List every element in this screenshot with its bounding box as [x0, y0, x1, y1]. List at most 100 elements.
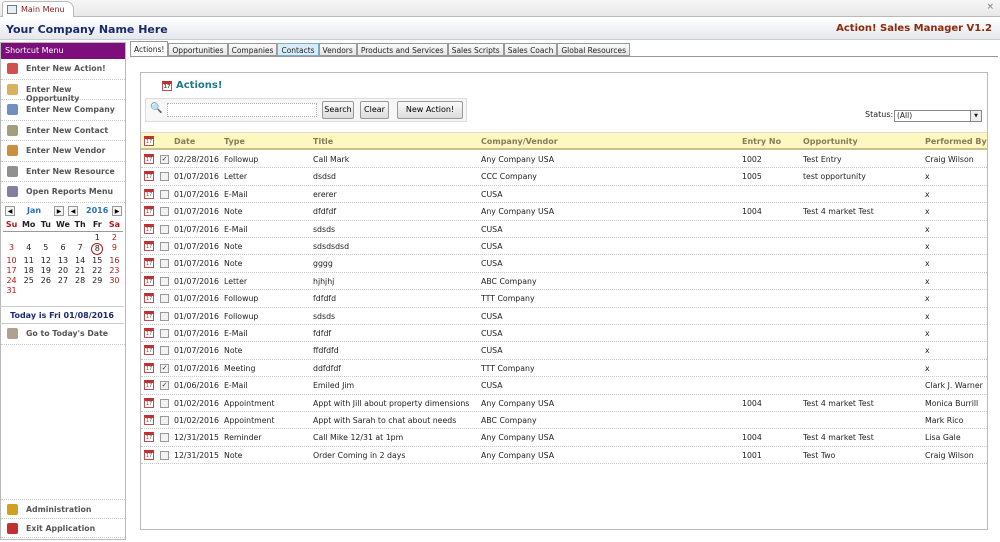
calendar-day[interactable]: 20	[57, 266, 69, 275]
sidebar-item-enter-new-company[interactable]: Enter New Company	[1, 100, 125, 121]
calendar-day[interactable]: 19	[40, 266, 51, 275]
close-icon[interactable]: ×	[986, 2, 994, 12]
calendar-icon[interactable]: 17	[144, 154, 154, 164]
done-checkbox[interactable]	[160, 242, 169, 251]
calendar-icon[interactable]: 17	[144, 449, 154, 460]
calendar-day[interactable]: 25	[23, 276, 34, 285]
calendar-icon[interactable]: 17	[144, 432, 154, 443]
done-checkbox[interactable]	[160, 224, 169, 234]
done-checkbox[interactable]	[160, 346, 169, 356]
calendar-icon[interactable]: 17	[144, 328, 154, 338]
table-row[interactable]: 17 01/07/2016 Followup fdfdfd TTT Company x	[141, 290, 987, 308]
calendar-day[interactable]: 16	[109, 256, 120, 265]
tab-sales-coach[interactable]: Sales Coach	[503, 43, 558, 56]
go-to-today-button[interactable]: Go to Today's Date	[1, 324, 125, 345]
calendar-day[interactable]: 28	[75, 276, 86, 285]
table-row[interactable]: 17 01/07/2016 E-Mail sdsds CUSA x	[141, 221, 987, 238]
column-header[interactable]: Type	[224, 137, 245, 146]
tab-sales-scripts[interactable]: Sales Scripts	[447, 43, 504, 56]
done-checkbox[interactable]	[160, 398, 169, 408]
calendar-day[interactable]: 1	[94, 233, 100, 242]
calendar-day[interactable]: 13	[57, 256, 69, 265]
search-input[interactable]	[167, 103, 317, 117]
calendar-day[interactable]: 18	[23, 266, 34, 275]
done-checkbox[interactable]	[160, 294, 169, 304]
done-checkbox[interactable]	[160, 433, 169, 443]
done-checkbox[interactable]	[160, 329, 169, 338]
calendar-day[interactable]: 9	[111, 243, 117, 252]
calendar-day[interactable]: 2	[111, 233, 117, 242]
calendar-day[interactable]: 11	[23, 256, 34, 265]
sidebar-item-enter-new-contact[interactable]: Enter New Contact	[1, 121, 125, 141]
calendar-day[interactable]: 14	[75, 256, 86, 265]
sidebar-item-enter-new-resource[interactable]: Enter New Resource	[1, 162, 125, 182]
calendar-day[interactable]: 27	[57, 276, 69, 285]
done-checkbox[interactable]	[160, 311, 169, 321]
new-action-button[interactable]: New Action!	[397, 101, 463, 119]
done-checkbox[interactable]: ✓	[160, 381, 169, 391]
calendar-icon[interactable]: 17	[144, 415, 154, 425]
table-row[interactable]: 17 01/07/2016 Letter hjhjhj ABC Company x	[141, 273, 987, 291]
calendar-day[interactable]: 5	[43, 243, 49, 252]
table-row[interactable]: 17 01/07/2016 Letter dsdsd CCC Company 1005 te…	[141, 168, 987, 186]
tab-actions-[interactable]: Actions!	[130, 41, 169, 56]
table-row[interactable]: 17 01/07/2016 E-Mail ererer CUSA x	[141, 186, 987, 204]
status-select[interactable]: (All) ▼	[894, 110, 982, 122]
sidebar-item-exit-application[interactable]: Exit Application	[1, 519, 125, 538]
search-button[interactable]: Search	[322, 101, 354, 119]
calendar-day[interactable]: 17	[6, 266, 17, 275]
calendar-day[interactable]: 6	[60, 243, 66, 252]
column-header[interactable]: Title	[313, 137, 334, 146]
table-row[interactable]: 17 01/07/2016 Note ffdfdfd CUSA x	[141, 342, 987, 360]
calendar-icon[interactable]: 17	[144, 171, 154, 182]
done-checkbox[interactable]	[160, 416, 169, 425]
calendar-icon[interactable]: 17	[144, 293, 154, 304]
tab-products-and-services[interactable]: Products and Services	[356, 43, 448, 56]
column-header[interactable]: Opportunity	[803, 137, 858, 146]
calendar-month[interactable]: Jan	[27, 206, 42, 215]
prev-year-button[interactable]: ◀	[68, 206, 78, 216]
calendar-day[interactable]: 29	[92, 276, 103, 285]
tab-opportunities[interactable]: Opportunities	[168, 43, 228, 56]
chevron-down-icon[interactable]: ▼	[970, 111, 981, 121]
tab-vendors[interactable]: Vendors	[318, 43, 357, 56]
calendar-icon[interactable]: 17	[144, 345, 154, 356]
calendar-day[interactable]: 31	[6, 286, 17, 295]
table-row[interactable]: 17 12/31/2015 Reminder Call Mike 12/31 at 1…	[141, 429, 987, 447]
calendar-icon[interactable]: 17	[144, 362, 154, 373]
sidebar-item-open-reports-menu[interactable]: Open Reports Menu	[1, 182, 125, 203]
calendar-icon[interactable]: 17	[144, 380, 154, 391]
calendar-day[interactable]: 10	[6, 256, 17, 265]
calendar-icon[interactable]: 17	[144, 397, 154, 408]
done-checkbox[interactable]	[160, 276, 169, 286]
column-header[interactable]: Date	[174, 137, 196, 146]
clear-button[interactable]: Clear	[360, 101, 389, 119]
column-header[interactable]: Company/Vendor	[481, 137, 558, 146]
table-row[interactable]: 17 01/07/2016 Followup sdsds CUSA x	[141, 308, 987, 325]
table-row[interactable]: 17 01/07/2016 E-Mail fdfdf CUSA x	[141, 325, 987, 343]
calendar-day[interactable]: 12	[40, 256, 51, 265]
next-month-button[interactable]: ▶	[54, 206, 64, 216]
calendar-day[interactable]: 7	[77, 243, 83, 252]
done-checkbox[interactable]	[160, 172, 169, 182]
calendar-icon[interactable]: 17	[144, 275, 154, 286]
calendar-icon[interactable]: 17	[144, 206, 154, 217]
calendar-day[interactable]: 30	[109, 276, 120, 285]
table-row[interactable]: 17 ✓ 01/07/2016 Meeting ddfdfdf TTT Company x	[141, 360, 987, 378]
calendar-day[interactable]: 3	[9, 243, 15, 252]
calendar-day[interactable]: 8	[89, 243, 106, 255]
calendar-day[interactable]: 15	[92, 256, 103, 265]
calendar-icon[interactable]: 17	[144, 241, 154, 251]
table-row[interactable]: 17 01/07/2016 Note gggg CUSA x	[141, 255, 987, 273]
sidebar-item-enter-new-opportunity[interactable]: Enter New Opportunity	[1, 80, 125, 103]
calendar-day[interactable]: 24	[6, 276, 17, 285]
table-row[interactable]: 17 12/31/2015 Note Order Coming in 2 days An…	[141, 447, 987, 465]
done-checkbox[interactable]	[160, 189, 169, 199]
calendar-day[interactable]: 22	[92, 266, 103, 275]
calendar-icon[interactable]: 17	[144, 188, 154, 199]
calendar-day[interactable]: 21	[75, 266, 86, 275]
table-row[interactable]: 17 01/07/2016 Note dfdfdf Any Company USA 100…	[141, 203, 987, 221]
prev-month-button[interactable]: ◀	[5, 206, 15, 216]
sidebar-item-enter-new-action-[interactable]: Enter New Action!	[1, 59, 125, 80]
table-row[interactable]: 17 ✓ 01/06/2016 E-Mail Emiled Jim CUSA Clark J…	[141, 377, 987, 395]
